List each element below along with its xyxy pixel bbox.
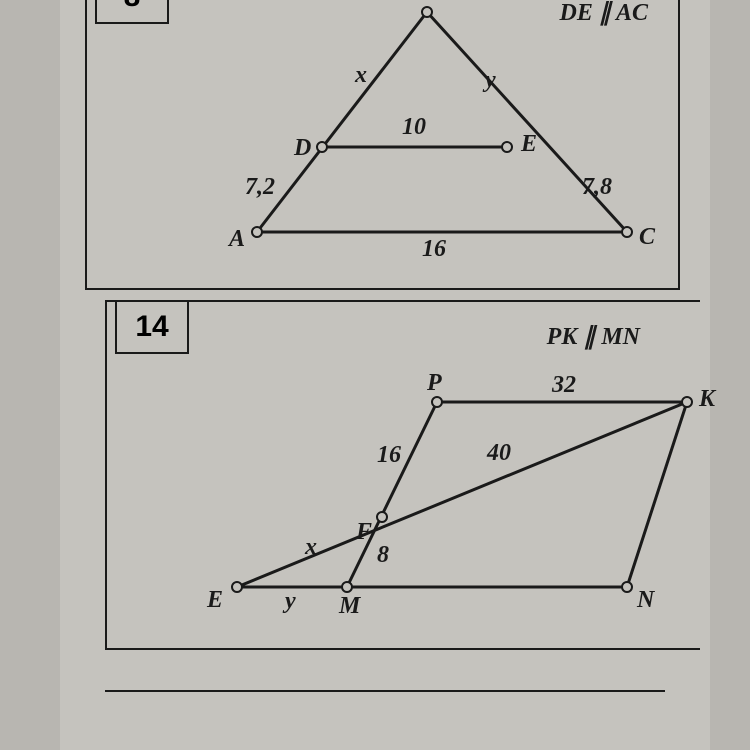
problem-number-14: 14 bbox=[115, 300, 189, 354]
figure-8-svg bbox=[87, 0, 682, 292]
figure-14-svg bbox=[107, 302, 702, 652]
length-label-FM: 8 bbox=[377, 542, 389, 569]
length-label-y: y bbox=[485, 67, 496, 94]
vertex-label-N: N bbox=[637, 587, 654, 614]
vertex-label-P: P bbox=[427, 370, 442, 397]
length-label-x: x bbox=[355, 62, 367, 89]
length-label-PK: 32 bbox=[552, 372, 576, 399]
problem-number-8: 8 bbox=[95, 0, 169, 24]
panel-problem-14: PK ∥ MN PKNMFE3216408xy bbox=[105, 300, 700, 650]
problem-number-8-text: 8 bbox=[124, 0, 141, 14]
vertex-label-A: A bbox=[229, 226, 245, 253]
bottom-rule bbox=[105, 690, 665, 692]
length-label-x: x bbox=[305, 534, 317, 561]
vertex-label-B: B bbox=[419, 0, 435, 7]
vertex-label-K: K bbox=[699, 386, 715, 413]
panel-problem-8: DE ∥ AC ABCDExy107,27,816 bbox=[85, 0, 680, 290]
problem-number-14-text: 14 bbox=[135, 310, 168, 344]
length-label-AD: 7,2 bbox=[245, 174, 275, 201]
length-label-AC: 16 bbox=[422, 236, 446, 263]
length-label-PF: 16 bbox=[377, 442, 401, 469]
vertex-label-M: M bbox=[339, 593, 360, 620]
vertex-label-D: D bbox=[294, 135, 311, 162]
vertex-label-C: C bbox=[639, 224, 655, 251]
vertex-label-E: E bbox=[521, 131, 537, 158]
length-label-DE: 10 bbox=[402, 114, 426, 141]
vertex-label-F: F bbox=[356, 519, 372, 546]
length-label-FK: 40 bbox=[487, 440, 511, 467]
length-label-EC: 7,8 bbox=[582, 174, 612, 201]
length-label-y: y bbox=[285, 588, 296, 615]
vertex-label-E: E bbox=[207, 587, 223, 614]
